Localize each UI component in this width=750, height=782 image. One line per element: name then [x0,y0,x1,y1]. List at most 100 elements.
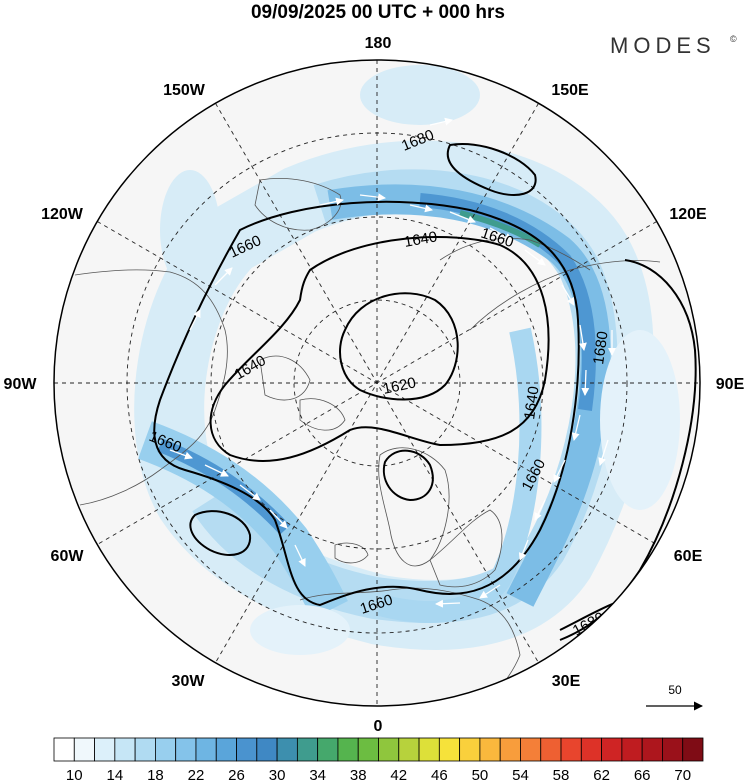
lon-label-120e: 120E [669,206,707,223]
colorbar-swatch [53,737,75,762]
wind-arrow [598,439,609,466]
wind-arrow [214,267,233,286]
shade-patch [600,330,680,510]
brand-mark: © [730,34,737,44]
wind-arrow [269,509,288,529]
map-border [53,59,701,707]
wind-arrow [429,117,453,126]
wind-arrow [319,197,344,206]
coast-archipelago [299,398,346,431]
colorbar-tick-label: 34 [309,767,326,782]
lon-label-60e: 60E [674,548,703,565]
coast-iceland [334,542,369,564]
contour-1620 [339,292,459,401]
colorbar-swatch [378,737,400,762]
colorbar-swatch [580,737,602,762]
colorbar-swatch [560,737,582,762]
colorbar-tick-label: 42 [390,767,407,782]
coast-alaska [254,177,342,231]
colorbar-swatch [94,737,116,762]
colorbar-swatch [175,737,197,762]
colorbar-tick-label: 22 [188,767,205,782]
wind-arrow [479,584,501,599]
colorbar-tick-label: 54 [512,767,529,782]
shade-patch [160,170,220,290]
colorbar-swatch [215,737,237,762]
lon-label-0: 0 [374,718,383,735]
colorbar-swatch [357,737,379,762]
colorbar-swatch [398,737,420,762]
coast-scandinavia [429,509,503,588]
wind-arrow [524,249,546,266]
colorbar-tick-label: 70 [674,767,691,782]
colorbar-swatch [601,737,623,762]
colorbar-swatch [438,737,461,762]
colorbar-swatch [155,737,177,762]
colorbar-swatch [114,737,136,762]
plot-title: 09/09/2025 00 UTC + 000 hrs [251,2,505,23]
colorbar-swatch [459,737,481,762]
colorbar-swatch [337,737,359,762]
colorbar-swatch [296,737,319,762]
lon-label-60w: 60W [51,548,85,565]
coast-siberia [439,237,591,271]
contour-1660 [153,200,580,607]
wind-arrow [359,193,386,202]
wind-arrow [449,211,476,224]
colorbar-swatch [641,737,663,762]
wind-arrow [189,309,201,331]
jet-europe [377,327,542,624]
contour-1680-high [446,143,537,196]
wind-arrow [578,324,587,351]
lon-label-90w: 90W [4,376,38,393]
wind-arrow [571,414,581,441]
colorbar-swatch [621,737,643,762]
colorbar-tick-label: 14 [106,767,123,782]
longitude-labels: 180 150E 120E 90E 60E 30E 0 30W 60W 90W … [4,35,745,735]
wind-arrow [534,499,546,521]
wind-speed-shading [134,65,680,655]
lon-label-30w: 30W [172,673,206,690]
colorbar-tick-label: 30 [269,767,286,782]
jet-max-asia [419,193,596,411]
reference-vector: 50 [646,683,703,711]
wind-arrow [204,464,229,477]
contour-high-atlantic [189,510,252,556]
wind-arrow [409,204,433,213]
colorbar-tick-label: 46 [431,767,448,782]
wind-arrow [553,459,566,483]
latitude-circle [293,299,461,467]
colorbar-tick-label: 26 [228,767,245,782]
shade-patch [360,65,480,125]
contour-1640 [209,236,550,462]
contour-label: 1620 [381,374,417,398]
wind-arrow [561,284,575,306]
colorbar-swatch [73,737,95,762]
coast-archipelago [259,355,311,401]
polar-map: 1680 1660 1660 1640 1640 1620 1640 1680 … [54,60,700,706]
wind-arrow [294,544,306,567]
lon-label-180: 180 [365,35,392,52]
coast-north-america [74,269,228,506]
wind-arrow [518,539,529,561]
lon-label-120w: 120W [41,206,84,223]
shade-patch [250,605,350,655]
colorbar-swatch [256,737,278,762]
reference-vector-label: 50 [668,683,682,697]
wind-vectors [169,117,616,608]
colorbar-swatch [682,737,704,762]
wind-arrow [581,369,590,396]
meridian-120 [97,221,657,545]
contour-label: 1640 [403,228,439,251]
colorbar-swatch [134,737,156,762]
contour-low-greenland [382,449,434,502]
colorbar-tick-label: 10 [66,767,83,782]
colorbar-swatch [317,737,339,762]
colorbar-swatch [479,737,501,762]
colorbar-swatch [520,737,542,762]
lon-label-150w: 150W [163,82,206,99]
colorbar-swatch [236,737,258,762]
colorbar: 10 14 18 22 26 30 34 38 42 46 50 54 58 62 66 70 [53,737,704,782]
wind-arrow [435,599,461,608]
